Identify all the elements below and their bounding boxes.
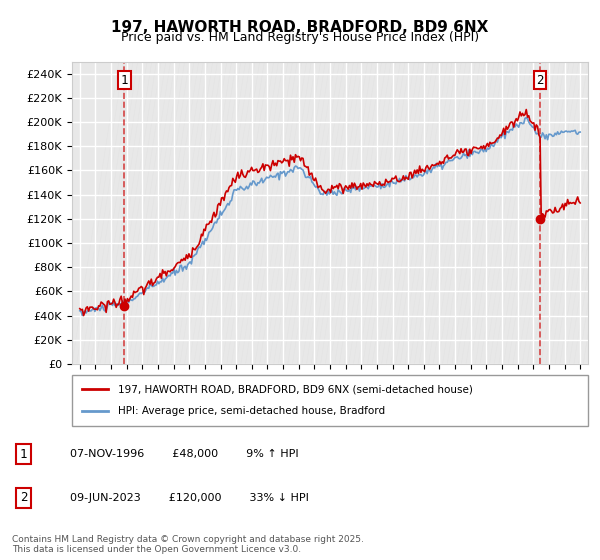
Text: 07-NOV-1996        £48,000        9% ↑ HPI: 07-NOV-1996 £48,000 9% ↑ HPI bbox=[70, 449, 298, 459]
Text: Price paid vs. HM Land Registry's House Price Index (HPI): Price paid vs. HM Land Registry's House … bbox=[121, 31, 479, 44]
FancyBboxPatch shape bbox=[72, 375, 588, 426]
Text: 1: 1 bbox=[20, 447, 27, 460]
Text: 2: 2 bbox=[20, 492, 27, 505]
Text: 197, HAWORTH ROAD, BRADFORD, BD9 6NX (semi-detached house): 197, HAWORTH ROAD, BRADFORD, BD9 6NX (se… bbox=[118, 384, 473, 394]
Text: Contains HM Land Registry data © Crown copyright and database right 2025.
This d: Contains HM Land Registry data © Crown c… bbox=[12, 535, 364, 554]
Text: 09-JUN-2023        £120,000        33% ↓ HPI: 09-JUN-2023 £120,000 33% ↓ HPI bbox=[70, 493, 308, 503]
Text: 197, HAWORTH ROAD, BRADFORD, BD9 6NX: 197, HAWORTH ROAD, BRADFORD, BD9 6NX bbox=[112, 20, 488, 35]
Text: HPI: Average price, semi-detached house, Bradford: HPI: Average price, semi-detached house,… bbox=[118, 407, 386, 417]
Text: 2: 2 bbox=[536, 74, 544, 87]
Text: 1: 1 bbox=[121, 74, 128, 87]
